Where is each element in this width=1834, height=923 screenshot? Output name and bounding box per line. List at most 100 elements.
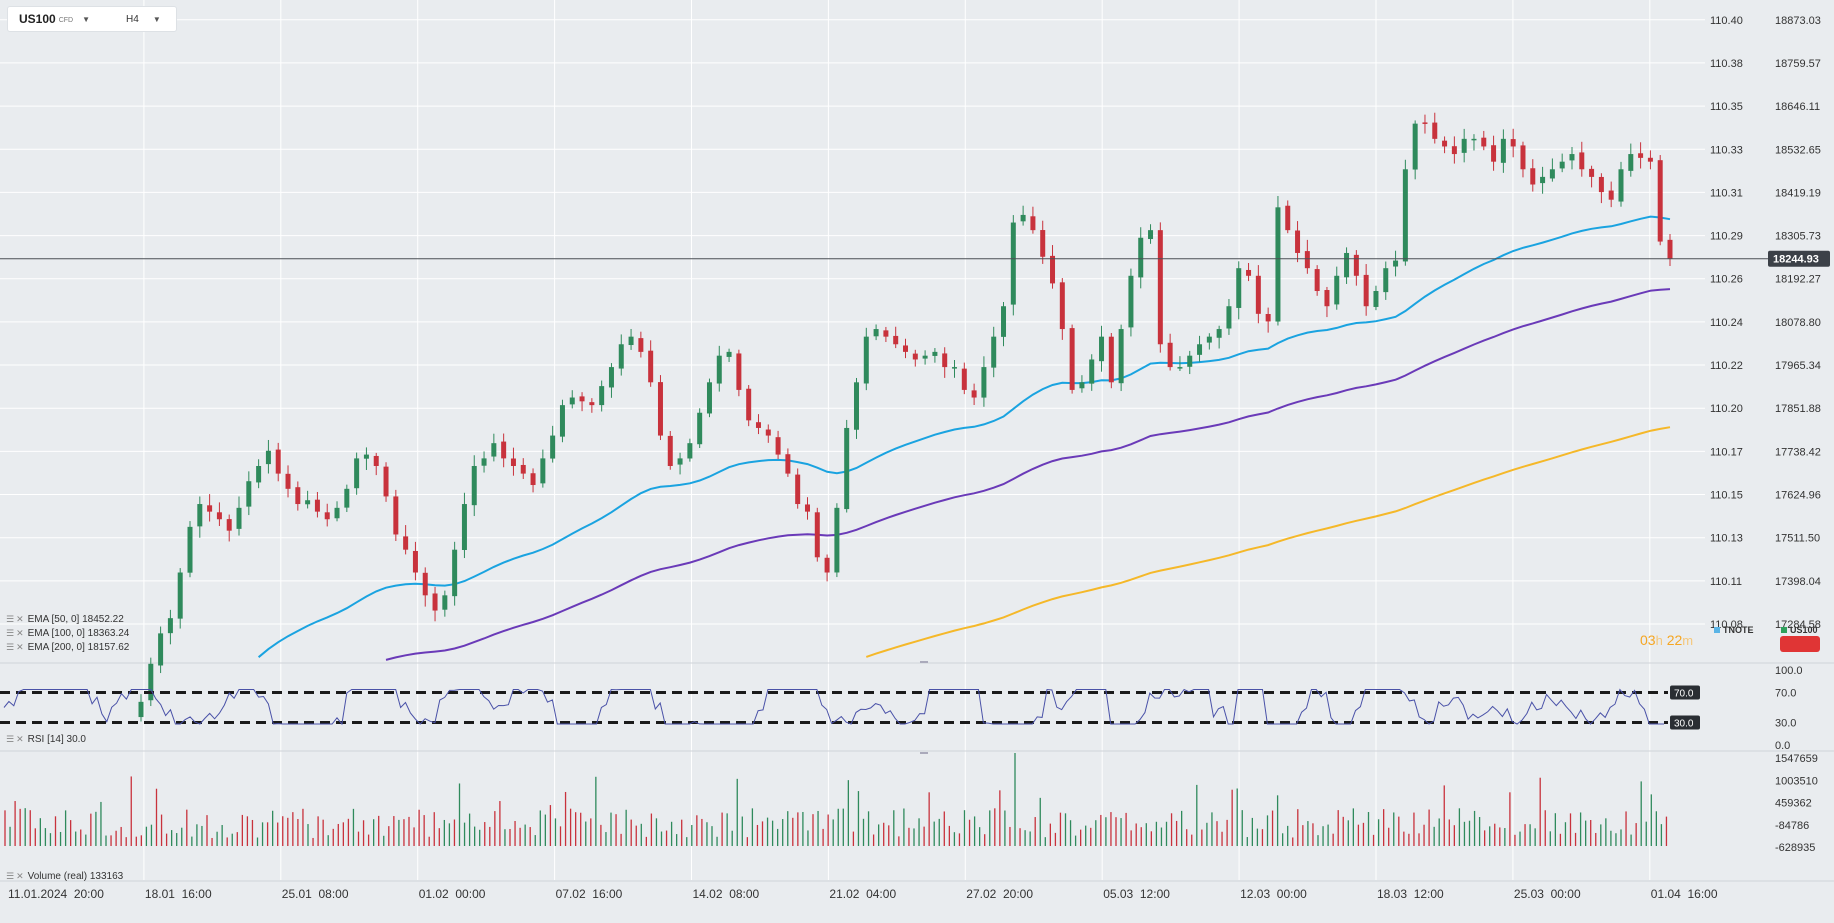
close-icon[interactable]: ✕ <box>16 871 24 881</box>
candle-body <box>148 663 154 701</box>
y-tick-label-right: 17511.50 <box>1775 533 1820 545</box>
candle-body <box>305 500 311 505</box>
x-tick-label: 11.01.2024 20:00 <box>8 887 104 901</box>
y-tick-label-right: 17398.04 <box>1775 576 1821 588</box>
candle-body <box>1647 157 1653 162</box>
ema-line-100 <box>385 288 1671 661</box>
candle-body <box>1118 329 1124 384</box>
candle-body <box>1099 336 1105 362</box>
candle-body <box>599 386 605 406</box>
symbol-selector[interactable]: US100 CFD ▼ H4 ▼ <box>8 7 176 31</box>
candle-body <box>716 355 722 384</box>
ema200-label[interactable]: ☰ ✕ EMA [200, 0] 18157.62 <box>6 642 129 653</box>
candle-body <box>1638 153 1644 158</box>
symbol-type: CFD <box>58 16 74 24</box>
x-tick-label: 14.02 08:00 <box>693 887 760 901</box>
rsi-level-tag <box>1670 685 1700 700</box>
ema100-label[interactable]: ☰ ✕ EMA [100, 0] 18363.24 <box>6 628 129 639</box>
candle-countdown: 03h 22m <box>1640 632 1693 648</box>
us100-badge[interactable] <box>1780 636 1820 652</box>
candle-body <box>1461 138 1467 153</box>
candle-body <box>314 499 320 512</box>
candle-body <box>893 335 899 345</box>
settings-icon[interactable]: ☰ <box>6 628 15 638</box>
candle-body <box>1167 342 1173 368</box>
y-tick-label-right: 18532.65 <box>1775 144 1821 156</box>
candle-body <box>1579 152 1585 170</box>
legend-us100[interactable]: US100 <box>1781 625 1818 635</box>
x-tick-label: 25.01 08:00 <box>282 887 349 901</box>
rsi-label[interactable]: ☰ ✕ RSI [14] 30.0 <box>6 734 86 745</box>
candle-body <box>354 458 360 489</box>
y-tick-label-left: 110.33 <box>1710 144 1743 156</box>
settings-icon[interactable]: ☰ <box>6 871 15 881</box>
x-tick-label: 07.02 16:00 <box>556 887 623 901</box>
ema100-text: EMA [100, 0] 18363.24 <box>27 628 130 639</box>
candle-body <box>1510 139 1516 147</box>
settings-icon[interactable]: ☰ <box>6 642 15 652</box>
candle-body <box>804 504 810 512</box>
close-icon[interactable]: ✕ <box>16 614 24 624</box>
close-icon[interactable]: ✕ <box>16 628 24 638</box>
candle-body <box>844 427 850 510</box>
legend-tnote[interactable]: TNOTE <box>1714 625 1754 635</box>
candle-body <box>491 443 497 457</box>
y-tick-label-right: 18873.03 <box>1775 15 1821 27</box>
candle-body <box>1236 268 1242 308</box>
y-tick-label-left: 110.35 <box>1710 101 1743 113</box>
candle-body <box>912 353 918 360</box>
candle-body <box>1285 205 1291 231</box>
y-tick-label-left: 110.15 <box>1710 490 1743 502</box>
candle-body <box>863 336 869 384</box>
ema50-label[interactable]: ☰ ✕ EMA [50, 0] 18452.22 <box>6 614 124 625</box>
candle-body <box>922 355 928 359</box>
candle-body <box>1471 138 1477 141</box>
timeframe-selector[interactable]: H4 <box>126 13 139 25</box>
candle-body <box>501 441 507 459</box>
candle-body <box>1216 329 1222 338</box>
candle-body <box>1059 282 1065 330</box>
candle-body <box>961 368 967 390</box>
volume-axis-label: -628935 <box>1775 842 1815 854</box>
rsi-axis-label: 100.0 <box>1775 665 1803 677</box>
candle-body <box>158 633 164 666</box>
candle-body <box>1187 355 1193 367</box>
y-tick-label-left: 110.26 <box>1710 274 1743 286</box>
candle-body <box>1079 382 1085 389</box>
caret-down-icon[interactable]: ▼ <box>152 14 161 24</box>
candle-body <box>1422 122 1428 124</box>
candle-body <box>1393 260 1399 267</box>
y-tick-label-left: 110.17 <box>1710 446 1743 458</box>
candle-body <box>246 481 252 507</box>
rsi-text: RSI [14] 30.0 <box>27 734 86 745</box>
candle-body <box>1667 239 1673 259</box>
x-tick-label: 21.02 04:00 <box>829 887 896 901</box>
caret-down-icon[interactable]: ▼ <box>82 14 91 24</box>
candle-body <box>981 367 987 398</box>
candle-body <box>697 412 703 445</box>
candle-body <box>608 367 614 388</box>
candle-body <box>216 512 222 520</box>
y-tick-label-left: 110.11 <box>1710 576 1742 588</box>
rsi-level-tag-label: 30.0 <box>1674 719 1694 730</box>
candle-body <box>1030 216 1036 231</box>
x-tick-label: 01.04 16:00 <box>1651 887 1718 901</box>
candle-body <box>461 504 467 550</box>
candle-body <box>471 465 477 506</box>
candle-body <box>657 382 663 436</box>
candle-body <box>1001 306 1007 337</box>
close-icon[interactable]: ✕ <box>16 734 24 744</box>
close-icon[interactable]: ✕ <box>16 642 24 652</box>
candle-body <box>236 507 242 529</box>
candle-body <box>256 465 262 483</box>
candle-body <box>393 496 399 535</box>
candle-body <box>275 449 281 474</box>
candle-body <box>706 382 712 414</box>
volume-label[interactable]: ☰ ✕ Volume (real) 133163 <box>6 871 123 882</box>
settings-icon[interactable]: ☰ <box>6 614 15 624</box>
settings-icon[interactable]: ☰ <box>6 734 15 744</box>
candles <box>138 112 1673 722</box>
candle-body <box>1040 230 1046 257</box>
